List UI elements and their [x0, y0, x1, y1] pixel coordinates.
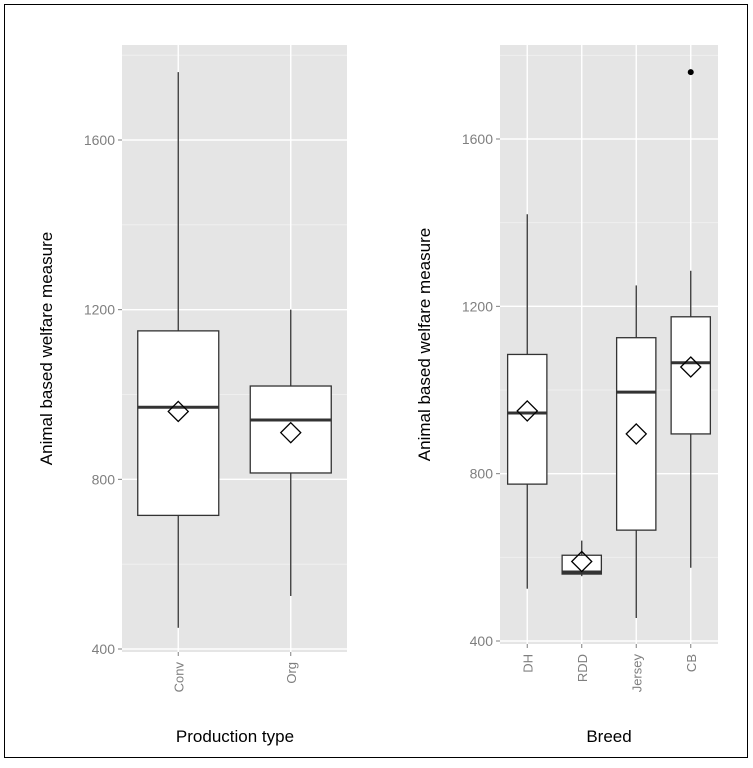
box-iqr [561, 554, 603, 575]
box-iqr [506, 353, 548, 485]
box-iqr [137, 330, 220, 517]
y-tick-label: 1600 [462, 131, 493, 147]
y-axis-title: Animal based welfare measure [37, 232, 56, 465]
panel-1: 400 800 1200 1600 Conv Org Production type Anim… [37, 45, 347, 746]
x-tick-label: Conv [171, 662, 186, 693]
mean-marker [570, 550, 593, 573]
x-tick-label: RDD [575, 654, 590, 682]
y-tick-label: 1200 [462, 298, 493, 314]
outlier-point [687, 69, 694, 76]
x-tick-label: DH [520, 654, 535, 673]
x-axis-title: Breed [586, 727, 631, 746]
y-axis-title: Animal based welfare measure [415, 228, 434, 461]
box-iqr [249, 385, 332, 474]
mean-marker [167, 400, 190, 423]
box-iqr [615, 337, 657, 531]
mean-marker [625, 423, 648, 445]
y-tick-label: 800 [92, 471, 116, 487]
box-org [249, 309, 332, 596]
y-tick-label: 1200 [84, 302, 115, 318]
y-tick-label: 400 [470, 633, 494, 649]
box-dh [506, 214, 548, 589]
x-tick-label: Jersey [629, 654, 644, 693]
x-tick-label: CB [684, 654, 699, 672]
figure-frame [4, 4, 748, 758]
mean-marker [679, 356, 702, 378]
mean-marker [516, 399, 539, 422]
mean-marker [279, 421, 302, 444]
box-jersey [615, 285, 657, 618]
box-conv [137, 72, 220, 628]
panel-2: 400 800 1200 1600 DH RDD Jersey CB Breed Animal b… [415, 45, 718, 746]
y-tick-label: 400 [92, 641, 116, 657]
x-tick-label: Org [284, 662, 299, 684]
box-rdd [561, 540, 603, 577]
box-iqr [670, 316, 712, 435]
x-axis-title: Production type [176, 727, 294, 746]
y-tick-label: 1600 [84, 132, 115, 148]
y-tick-label: 800 [470, 466, 494, 482]
box-cb [670, 69, 712, 568]
